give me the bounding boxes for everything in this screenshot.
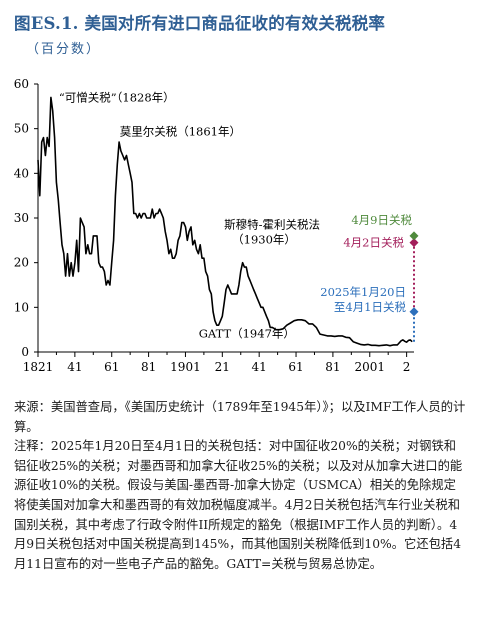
y-tick-label: 10 <box>14 300 29 314</box>
x-tick-label: 81 <box>141 360 156 374</box>
x-tick-label: 21 <box>215 360 230 374</box>
axes-layer: 0 10 20 30 40 50 60 1821 41 61 81 1901 21 41 61 81 2001 2 <box>14 77 414 374</box>
scenario-label: 至4月1日关税 <box>334 300 407 314</box>
scenario-marker <box>409 238 419 248</box>
y-tick-label: 50 <box>14 122 29 136</box>
x-tick-label: 1901 <box>170 360 201 374</box>
footnote: 注释：2025年1月20日至4月1日的关税包括：对中国征收20%的关税；对钢铁和… <box>14 439 463 571</box>
y-tick-label: 20 <box>14 256 29 270</box>
scenario-label: 4月9日关税 <box>351 213 412 227</box>
x-tick-label: 41 <box>252 360 267 374</box>
scenario-label: 2025年1月20日 <box>320 285 406 299</box>
scenario-label: 4月2日关税 <box>343 236 404 250</box>
y-tick-label: 30 <box>14 211 29 225</box>
annotation-label: （1930年） <box>232 233 296 247</box>
series-line <box>37 96 413 347</box>
scenario-marker <box>409 231 419 241</box>
annotation-label: “可憎关税”（1828年） <box>59 90 175 104</box>
x-tick-label: 1821 <box>23 360 54 374</box>
x-tick-label: 2 <box>403 360 411 374</box>
source-note: 来源：美国普查局，《美国历史统计（1789年至1945年）》；以及IMF工作人员… <box>14 400 466 434</box>
annotation-layer: “可憎关税”（1828年） 莫里尔关税（1861年） 斯穆特-霍利关税法（1930年… <box>59 90 320 340</box>
x-tick-label: 81 <box>325 360 340 374</box>
y-tick-label: 40 <box>14 166 29 180</box>
x-tick-label: 2001 <box>354 360 385 374</box>
annotation-label: GATT（1947年） <box>199 327 295 341</box>
annotation-label: 斯穆特-霍利关税法 <box>224 218 320 232</box>
notes-block: 来源：美国普查局，《美国历史统计（1789年至1945年）》；以及IMF工作人员… <box>14 398 466 574</box>
tariff-line-chart: 0 10 20 30 40 50 60 1821 41 61 81 1901 21 41 61 81 2001 2… <box>14 77 419 374</box>
x-tick-label: 61 <box>104 360 119 374</box>
x-tick-label: 41 <box>67 360 82 374</box>
series-layer <box>37 96 413 347</box>
figure-title: 图ES.1. 美国对所有进口商品征收的有效关税税率 <box>14 14 386 33</box>
scenario-marker <box>409 307 419 317</box>
figure-subtitle: （百分数） <box>26 42 102 57</box>
annotation-label: 莫里尔关税（1861年） <box>120 124 241 138</box>
x-tick-label: 61 <box>288 360 303 374</box>
y-tick-label: 60 <box>14 77 29 91</box>
y-tick-label: 0 <box>21 345 29 359</box>
